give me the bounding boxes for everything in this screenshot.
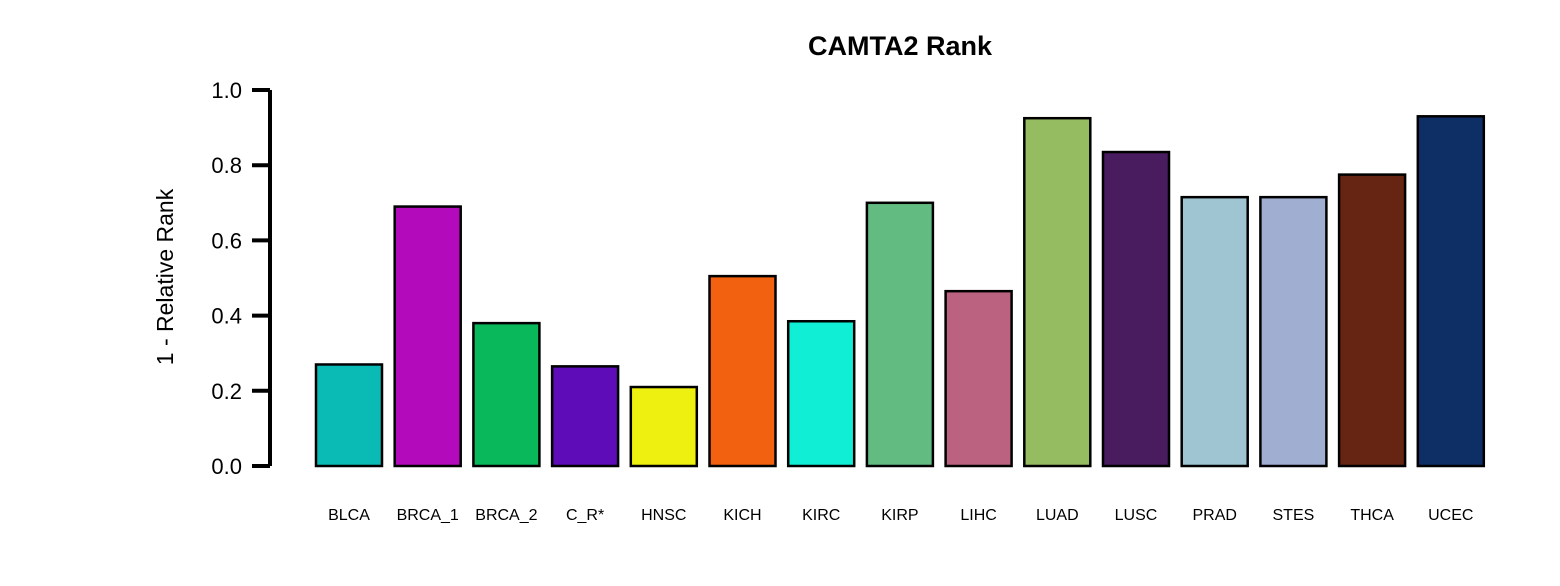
bar-prad — [1180, 195, 1249, 468]
x-tick-label: KICH — [723, 507, 761, 524]
bar-brca-2 — [472, 321, 541, 468]
bar-ucec — [1416, 115, 1486, 468]
bar-lusc — [1101, 150, 1171, 468]
bar-kich — [708, 274, 777, 468]
x-tick-label: C_R* — [566, 507, 604, 524]
bar-brca-1 — [393, 205, 462, 468]
x-tick-label: HNSC — [641, 507, 686, 524]
bar-thca — [1337, 173, 1407, 468]
x-tick-labels: BLCA BRCA_1 BRCA_2 C_R* HNSC KICH KIRC KIRP LIHC… — [328, 507, 1473, 524]
x-tick-label: KIRC — [802, 507, 840, 524]
bars-group — [314, 115, 1486, 468]
bar-kirc — [786, 319, 856, 468]
x-tick-label: BLCA — [328, 507, 370, 524]
bar-hnsc — [629, 385, 699, 468]
x-tick-label: LUAD — [1036, 507, 1079, 524]
x-tick-label: BRCA_2 — [475, 507, 537, 524]
y-axis-label: 1 - Relative Rank — [152, 188, 178, 365]
chart-title: CAMTA2 Rank — [808, 31, 993, 61]
bar-kirp — [865, 201, 935, 468]
x-tick-label: LUSC — [1115, 507, 1158, 524]
x-tick-label: STES — [1273, 507, 1315, 524]
x-tick-label: BRCA_1 — [397, 507, 459, 524]
x-tick-label: UCEC — [1428, 507, 1473, 524]
y-tick-label: 1.0 — [211, 78, 242, 103]
bar-luad — [1023, 116, 1092, 468]
bar-c-r — [550, 365, 620, 468]
x-tick-label: THCA — [1350, 507, 1394, 524]
y-axis: 0.0 0.2 0.4 0.6 0.8 1.0 — [211, 78, 272, 479]
bar-blca — [314, 363, 384, 468]
y-tick-label: 0.6 — [211, 228, 242, 253]
bar-lihc — [944, 289, 1013, 468]
x-tick-label: KIRP — [881, 507, 918, 524]
y-tick-label: 0.0 — [211, 454, 242, 479]
y-tick-label: 0.4 — [211, 304, 242, 329]
x-tick-label: LIHC — [960, 507, 996, 524]
bar-stes — [1259, 195, 1328, 468]
y-tick-label: 0.8 — [211, 153, 242, 178]
x-tick-label: PRAD — [1192, 507, 1236, 524]
y-tick-label: 0.2 — [211, 379, 242, 404]
